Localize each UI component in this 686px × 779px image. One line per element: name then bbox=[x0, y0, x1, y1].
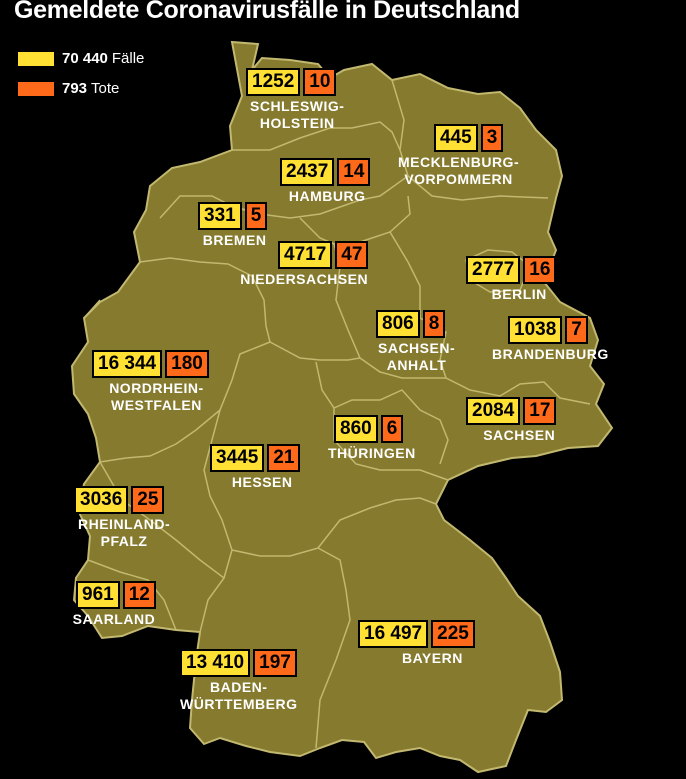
state-bremen: 331 5 BREMEN bbox=[198, 202, 268, 249]
state-thueringen: 860 6 THÜRINGEN bbox=[328, 415, 416, 462]
deaths-box: 3 bbox=[480, 124, 504, 152]
cases-box: 331 bbox=[198, 202, 242, 230]
deaths-box: 16 bbox=[523, 256, 557, 284]
state-label: NIEDERSACHSEN bbox=[240, 271, 369, 287]
state-label: BADEN- WÜRTTEMBERG bbox=[180, 679, 298, 712]
deaths-box: 7 bbox=[565, 316, 588, 344]
deaths-box: 10 bbox=[303, 68, 337, 96]
deaths-box: 25 bbox=[131, 486, 165, 514]
cases-box: 1252 bbox=[246, 68, 301, 96]
state-label: BREMEN bbox=[202, 232, 267, 248]
state-brandenburg: 1038 7 BRANDENBURG bbox=[492, 316, 609, 363]
state-label: BERLIN bbox=[491, 286, 547, 302]
state-rheinland-pfalz: 3036 25 RHEINLAND- PFALZ bbox=[74, 486, 170, 550]
cases-box: 16 344 bbox=[92, 350, 163, 378]
state-mecklenburg-vorpommern: 445 3 MECKLENBURG- VORPOMMERN bbox=[398, 124, 519, 188]
state-hamburg: 2437 14 HAMBURG bbox=[280, 158, 371, 205]
deaths-box: 197 bbox=[253, 649, 297, 677]
deaths-box: 21 bbox=[267, 444, 301, 472]
cases-box: 2084 bbox=[466, 397, 521, 425]
cases-box: 806 bbox=[376, 310, 420, 338]
state-berlin: 2777 16 BERLIN bbox=[466, 256, 557, 303]
cases-box: 3036 bbox=[74, 486, 129, 514]
state-baden-wuerttemberg: 13 410 197 BADEN- WÜRTTEMBERG bbox=[180, 649, 298, 713]
state-label: SACHSEN- ANHALT bbox=[378, 340, 456, 373]
deaths-box: 12 bbox=[122, 581, 156, 609]
deaths-box: 14 bbox=[337, 158, 371, 186]
cases-box: 16 497 bbox=[358, 620, 429, 648]
state-label: HAMBURG bbox=[288, 188, 366, 204]
state-saarland: 961 12 SAARLAND bbox=[72, 581, 156, 628]
state-nordrhein-westfalen: 16 344 180 NORDRHEIN- WESTFALEN bbox=[92, 350, 209, 414]
state-sachsen: 2084 17 SACHSEN bbox=[466, 397, 557, 444]
cases-box: 4717 bbox=[278, 241, 333, 269]
cases-box: 3445 bbox=[210, 444, 265, 472]
state-label: BRANDENBURG bbox=[492, 346, 609, 362]
state-label: NORDRHEIN- WESTFALEN bbox=[109, 380, 204, 413]
state-label: BAYERN bbox=[401, 650, 463, 666]
legend-deaths-swatch bbox=[18, 81, 54, 96]
cases-box: 1038 bbox=[508, 316, 563, 344]
cases-box: 13 410 bbox=[180, 649, 251, 677]
map-title: Gemeldete Coronavirusfälle in Deutschlan… bbox=[14, 0, 520, 24]
deaths-box: 5 bbox=[244, 202, 268, 230]
deaths-box: 47 bbox=[335, 241, 369, 269]
legend-deaths: 793 Tote bbox=[18, 80, 119, 97]
state-sachsen-anhalt: 806 8 SACHSEN- ANHALT bbox=[376, 310, 455, 374]
deaths-box: 180 bbox=[165, 350, 209, 378]
state-label: RHEINLAND- PFALZ bbox=[78, 516, 171, 549]
legend-deaths-label: Tote bbox=[91, 80, 120, 97]
cases-box: 445 bbox=[434, 124, 478, 152]
state-label: SACHSEN bbox=[483, 427, 556, 443]
deaths-box: 17 bbox=[523, 397, 557, 425]
state-bayern: 16 497 225 BAYERN bbox=[358, 620, 475, 667]
state-niedersachsen: 4717 47 NIEDERSACHSEN bbox=[240, 241, 369, 288]
deaths-box: 6 bbox=[380, 415, 404, 443]
state-label: THÜRINGEN bbox=[328, 445, 416, 461]
legend-cases-swatch bbox=[18, 51, 54, 66]
state-label: MECKLENBURG- VORPOMMERN bbox=[398, 154, 520, 187]
legend-deaths-number: 793 bbox=[62, 80, 88, 97]
legend-cases: 70 440 Fälle bbox=[18, 50, 144, 67]
legend-deaths-text: 793 Tote bbox=[62, 80, 119, 97]
deaths-box: 8 bbox=[422, 310, 446, 338]
state-schleswig-holstein: 1252 10 SCHLESWIG- HOLSTEIN bbox=[246, 68, 344, 132]
state-label: SAARLAND bbox=[72, 611, 156, 627]
legend-cases-label: Fälle bbox=[111, 50, 145, 67]
cases-box: 2777 bbox=[466, 256, 521, 284]
legend-cases-text: 70 440 Fälle bbox=[62, 50, 144, 67]
legend-cases-number: 70 440 bbox=[62, 50, 108, 67]
deaths-box: 225 bbox=[431, 620, 475, 648]
cases-box: 2437 bbox=[280, 158, 335, 186]
cases-box: 961 bbox=[76, 581, 120, 609]
state-label: SCHLESWIG- HOLSTEIN bbox=[250, 98, 345, 131]
state-hessen: 3445 21 HESSEN bbox=[210, 444, 301, 491]
state-label: HESSEN bbox=[231, 474, 293, 490]
cases-box: 860 bbox=[334, 415, 378, 443]
